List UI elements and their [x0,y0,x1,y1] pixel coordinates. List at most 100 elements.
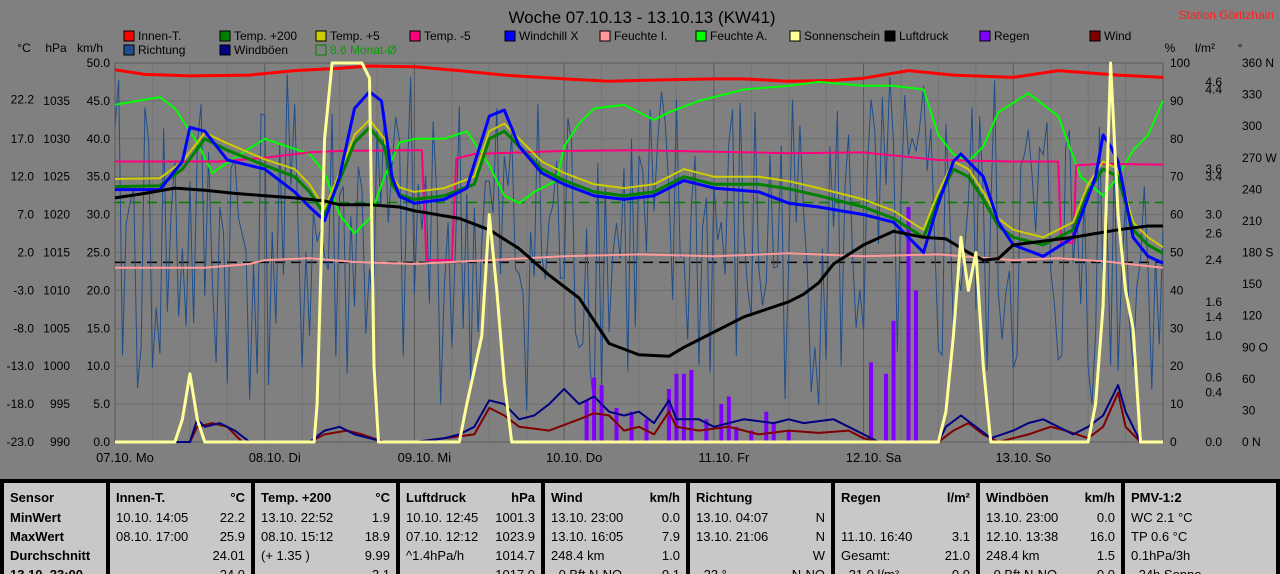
panel-unit: °C [230,490,245,505]
rain-bar [749,430,754,442]
panel-unit: l/m² [946,490,970,505]
row-value: 2.1 [372,565,390,574]
panel-unit: km/h [649,490,680,505]
tick-percent: 100 [1170,56,1190,70]
summary-panel-sensor: Sensor MinWert MaxWert Durchschnitt 13.10. 2… [4,483,106,574]
legend-swatch [409,30,421,42]
series-windchill-x [115,90,1164,265]
legend-label: Temp. +5 [330,29,380,43]
tick-direction: 360 N [1242,56,1274,70]
row-timestamp: (+ 1.35 ) [261,548,310,563]
tick-rain: 3.4 [1205,170,1222,184]
x-day-label: 11.10. Fr [698,450,750,465]
legend-label: Temp. -5 [424,29,471,43]
row-value: 0.0 [661,510,680,525]
axis-labels: °C hPa km/h% l/m² ° 22.2 17.0 12.0 7.0 2.0 -3.0 -8.… [7,41,1278,465]
rain-bar [681,373,686,442]
row-value: 1023.9 [495,529,535,544]
row-timestamp: ^1.4hPa/h [406,548,465,563]
panel-unit: km/h [1084,490,1115,505]
legend-label: 8.6 Monat-Ø [330,43,397,57]
legend-swatch [123,30,135,42]
row-value: 7.9 [661,529,680,544]
summary-table: Sensor MinWert MaxWert Durchschnitt 13.10. 2… [0,479,1280,574]
tick-percent: 20 [1170,359,1184,373]
tick-percent: 0 [1170,435,1177,449]
series-wind [115,391,1163,443]
tick-hpa: 1000 [43,359,70,373]
row-timestamp: 11.10. 16:40 [841,529,913,544]
row-timestamp: ~0 Bft N-NO [986,565,1057,574]
summary-panel-windb-en: Windböen km/h 13.10. 23:00 0.0 12.10. 13:38 1… [980,483,1121,574]
rain-bar [584,400,589,442]
tick-rain: 4.6 [1205,75,1222,89]
tick-rain: 2.4 [1205,253,1222,267]
tick-rain: 0.4 [1205,386,1222,400]
series-windb-en [115,384,1163,443]
rain-bar [906,207,911,442]
axis-unit-rain: l/m² [1195,41,1215,55]
tick-rain: 0.0 [1205,435,1222,449]
tick-kmh: 25.0 [87,246,111,260]
rain-bar [674,373,679,442]
row-value: 1.0 [661,548,680,563]
tick-direction: 120 [1242,309,1262,323]
tick-kmh: 15.0 [87,321,111,335]
row-value: 9.99 [364,548,390,563]
legend-label: Wind [1104,29,1131,43]
axis-unit-celsius: °C [17,41,31,55]
tick-direction: 330 [1242,88,1262,102]
panel-title: Windböen [986,490,1049,505]
rain-bar [764,411,769,442]
tick-kmh: 5.0 [93,397,110,411]
row-timestamp: WC 2.1 °C [1131,510,1193,525]
tick-percent: 60 [1170,208,1184,222]
row-timestamp: 13.10. 23:00 [986,510,1059,525]
axis-unit-hpa: hPa [45,41,67,55]
row-timestamp: 13.10. 04:07 [696,510,769,525]
legend-swatch [695,30,707,42]
tick-kmh: 35.0 [87,170,111,184]
tick-hpa: 1005 [43,321,70,335]
tick-percent: 90 [1170,94,1184,108]
row-value: 0.0 [1096,510,1115,525]
panel-title: Temp. +200 [261,490,332,505]
row-value: W [812,548,825,563]
data-series [114,61,1164,444]
tick-direction: 30 [1242,403,1256,417]
tick-direction: 210 [1242,214,1262,228]
rain-bar [786,430,791,442]
legend-swatch [219,44,231,56]
row-value: 1001.3 [495,510,535,525]
tick-percent: 30 [1170,321,1184,335]
row-value: 24.01 [212,548,245,563]
tick-hpa: 1010 [43,283,70,297]
rain-bar [913,290,918,442]
tick-celsius: 17.0 [11,132,35,146]
tick-celsius: -8.0 [13,321,34,335]
tick-direction: 240 [1242,182,1262,196]
rain-bar [666,388,671,442]
legend-label: Luftdruck [899,29,949,43]
row-timestamp: 08.10. 15:12 [261,529,334,544]
x-day-label: 07.10. Mo [96,450,154,465]
tick-celsius: 12.0 [11,170,35,184]
tick-percent: 10 [1170,397,1184,411]
row-timestamp: 248.4 km [986,548,1040,563]
tick-hpa: 990 [50,435,70,449]
rain-bar [734,426,739,442]
row-value: 22.2 [219,510,245,525]
tick-celsius: -23.0 [7,435,35,449]
chart-title: Woche 07.10.13 - 13.10.13 (KW41) [508,8,775,27]
x-day-label: 08.10. Di [249,450,301,465]
legend-swatch [315,30,327,42]
tick-rain: 2.6 [1205,227,1222,241]
row-timestamp: 10.10. 14:05 [116,510,189,525]
summary-panel-luftdruck: Luftdruck hPa 10.10. 12:45 1001.3 07.10. 12:… [400,483,541,574]
row-timestamp: ~23 ° [696,565,727,574]
legend-label: Regen [994,29,1029,43]
summary-panel-pmv-1-2: PMV-1:2 WC 2.1 °C TP 0.6 °C 0.1hPa/3h ~24h S… [1125,483,1276,574]
tick-celsius: -13.0 [7,359,35,373]
tick-hpa: 1030 [43,132,70,146]
panel-title: Sensor [10,490,55,505]
